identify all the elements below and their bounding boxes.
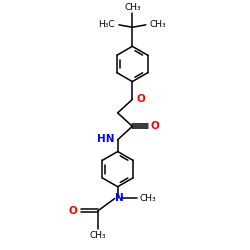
Text: N: N bbox=[114, 194, 123, 203]
Text: O: O bbox=[137, 94, 145, 104]
Text: CH₃: CH₃ bbox=[150, 20, 166, 29]
Text: HN: HN bbox=[97, 134, 115, 143]
Text: O: O bbox=[68, 206, 77, 216]
Text: H₃C: H₃C bbox=[98, 20, 115, 29]
Text: O: O bbox=[151, 121, 160, 131]
Text: CH₃: CH₃ bbox=[124, 3, 141, 12]
Text: CH₃: CH₃ bbox=[139, 194, 156, 203]
Text: CH₃: CH₃ bbox=[90, 231, 106, 240]
